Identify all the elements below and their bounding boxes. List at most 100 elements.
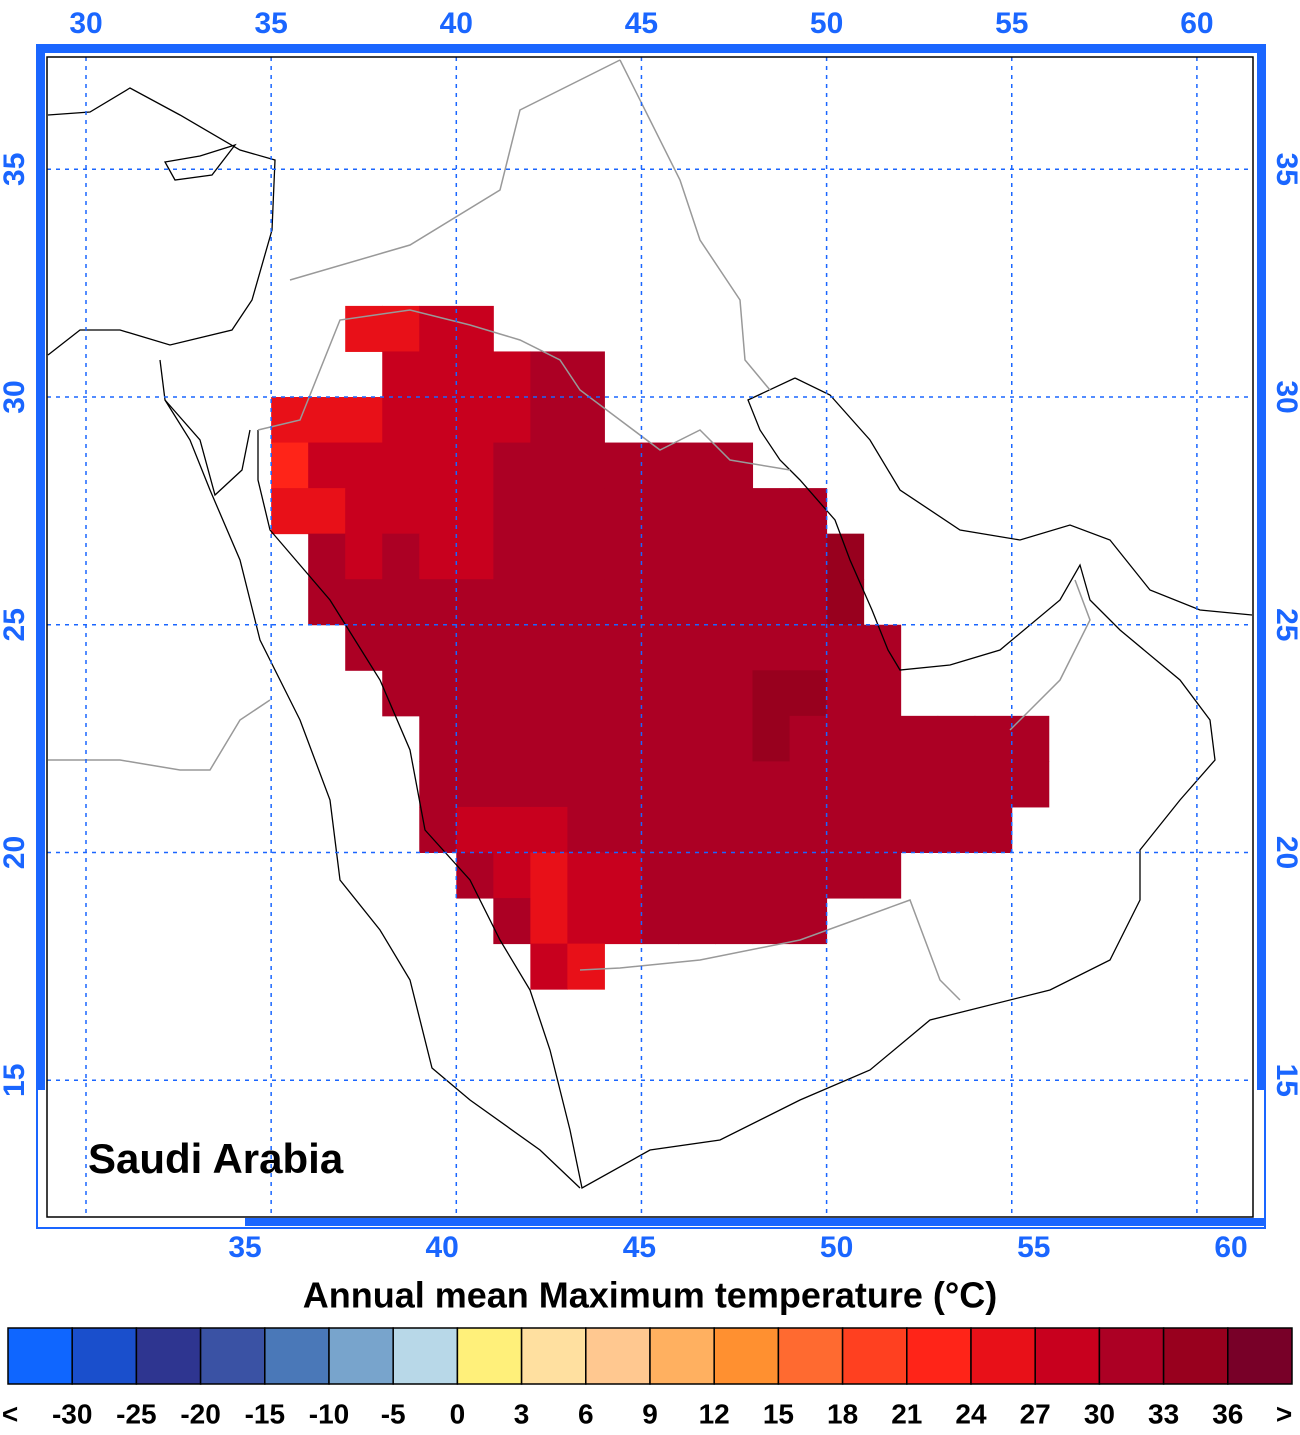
- temperature-cell: [826, 579, 865, 626]
- temperature-cell: [456, 533, 494, 580]
- temperature-cell: [419, 624, 457, 671]
- temperature-cell: [345, 533, 383, 580]
- colorbar-box: [7, 1327, 73, 1385]
- temperature-cell: [826, 806, 865, 853]
- temperature-cell: [419, 397, 457, 444]
- temperature-cell: [419, 715, 457, 762]
- temperature-cell: [715, 761, 754, 808]
- temperature-cell: [863, 670, 902, 717]
- colorbar-label: 15: [763, 1398, 794, 1429]
- temperature-cell: [567, 579, 605, 626]
- temperature-cell: [789, 852, 828, 899]
- temperature-cell: [604, 579, 642, 626]
- temperature-cell: [530, 761, 568, 808]
- temperature-cell: [715, 579, 754, 626]
- temperature-cell: [567, 852, 605, 899]
- temperature-cell: [530, 852, 568, 899]
- frame: [36, 44, 1266, 1229]
- temperature-cell: [493, 761, 531, 808]
- temperature-cell: [308, 488, 346, 535]
- temperature-cell: [382, 624, 420, 671]
- temperature-cell: [493, 351, 531, 398]
- temperature-cell: [493, 852, 531, 899]
- colorbar-box: [520, 1327, 587, 1385]
- colorbar-label: <: [2, 1398, 18, 1429]
- graticule: [47, 57, 1253, 1217]
- colorbar-box: [1034, 1327, 1101, 1385]
- temperature-cell: [678, 624, 717, 671]
- temperature-cell: [752, 670, 791, 717]
- border: [289, 59, 621, 281]
- colorbar-label: 30: [1084, 1398, 1115, 1429]
- colorbar-box: [841, 1327, 908, 1385]
- colorbar-label: 33: [1148, 1398, 1179, 1429]
- temperature-cell: [493, 715, 531, 762]
- colorbar-box: [906, 1327, 972, 1385]
- temperature-cell: [604, 715, 642, 762]
- top-tick-label: 35: [254, 7, 287, 40]
- colorbar-label: 12: [699, 1398, 730, 1429]
- temperature-cell: [530, 488, 568, 535]
- temperature-cell: [715, 488, 754, 535]
- temperature-cell: [456, 397, 494, 444]
- temperature-cell: [752, 806, 791, 853]
- temperature-cell: [641, 761, 679, 808]
- map-title: Annual mean Maximum temperature (°C): [303, 1275, 998, 1316]
- temperature-cell: [937, 806, 976, 853]
- colorbar-label: 0: [450, 1398, 466, 1429]
- temperature-cell: [345, 305, 383, 352]
- temperature-cell: [456, 305, 494, 352]
- temperature-cell: [863, 624, 902, 671]
- temperature-cell: [789, 670, 828, 717]
- colorbar-label: -25: [116, 1398, 156, 1429]
- temperature-cell: [937, 715, 976, 762]
- colorbar-label: -10: [309, 1398, 349, 1429]
- top-tick-label: 30: [69, 7, 102, 40]
- temperature-cell: [493, 898, 531, 945]
- temperature-cell: [567, 533, 605, 580]
- colorbar-box: [264, 1327, 330, 1385]
- temperature-cell: [863, 715, 902, 762]
- bottom-tick-label: 45: [623, 1231, 656, 1264]
- temperature-cell: [493, 806, 531, 853]
- temperature-cell: [530, 715, 568, 762]
- tick-labels: 30 35 40 45 50 55 60 35 40 45 50 55 60 35 30 25 20 15 35 30…: [0, 7, 1300, 1264]
- temperature-cell: [567, 715, 605, 762]
- temperature-cell: [382, 579, 420, 626]
- temperature-cell: [456, 442, 494, 489]
- colorbar-box: [135, 1327, 202, 1385]
- temperature-cell: [567, 488, 605, 535]
- right-tick-label: 25: [1270, 608, 1300, 641]
- temperature-cell: [604, 852, 642, 899]
- left-tick-label: 30: [0, 380, 31, 413]
- temperature-cell: [493, 579, 531, 626]
- left-tick-label: 15: [0, 1064, 31, 1097]
- border: [257, 309, 791, 471]
- temperature-cell: [419, 761, 457, 808]
- temperature-cell: [641, 852, 679, 899]
- temperature-cell: [419, 488, 457, 535]
- temperature-cell: [419, 442, 457, 489]
- border: [48, 699, 271, 771]
- temperature-cell: [271, 488, 309, 535]
- temperature-cell: [641, 533, 679, 580]
- temperature-cell: [567, 624, 605, 671]
- temperature-cell: [678, 488, 717, 535]
- colorbar-box: [585, 1327, 651, 1385]
- temperature-cell: [456, 806, 494, 853]
- colorbar-box: [1227, 1327, 1293, 1385]
- temperature-cell: [382, 488, 420, 535]
- temperature-cell: [382, 397, 420, 444]
- colorbar-box: [71, 1327, 138, 1385]
- temperature-cell: [678, 533, 717, 580]
- temperature-cell: [678, 898, 717, 945]
- temperature-cell: [530, 442, 568, 489]
- border: [619, 59, 771, 391]
- colorbar-box: [456, 1327, 523, 1385]
- border: [1009, 579, 1091, 731]
- temperature-cell: [604, 670, 642, 717]
- temperature-cell: [752, 488, 791, 535]
- temperature-cell: [456, 579, 494, 626]
- temperature-cell: [752, 852, 791, 899]
